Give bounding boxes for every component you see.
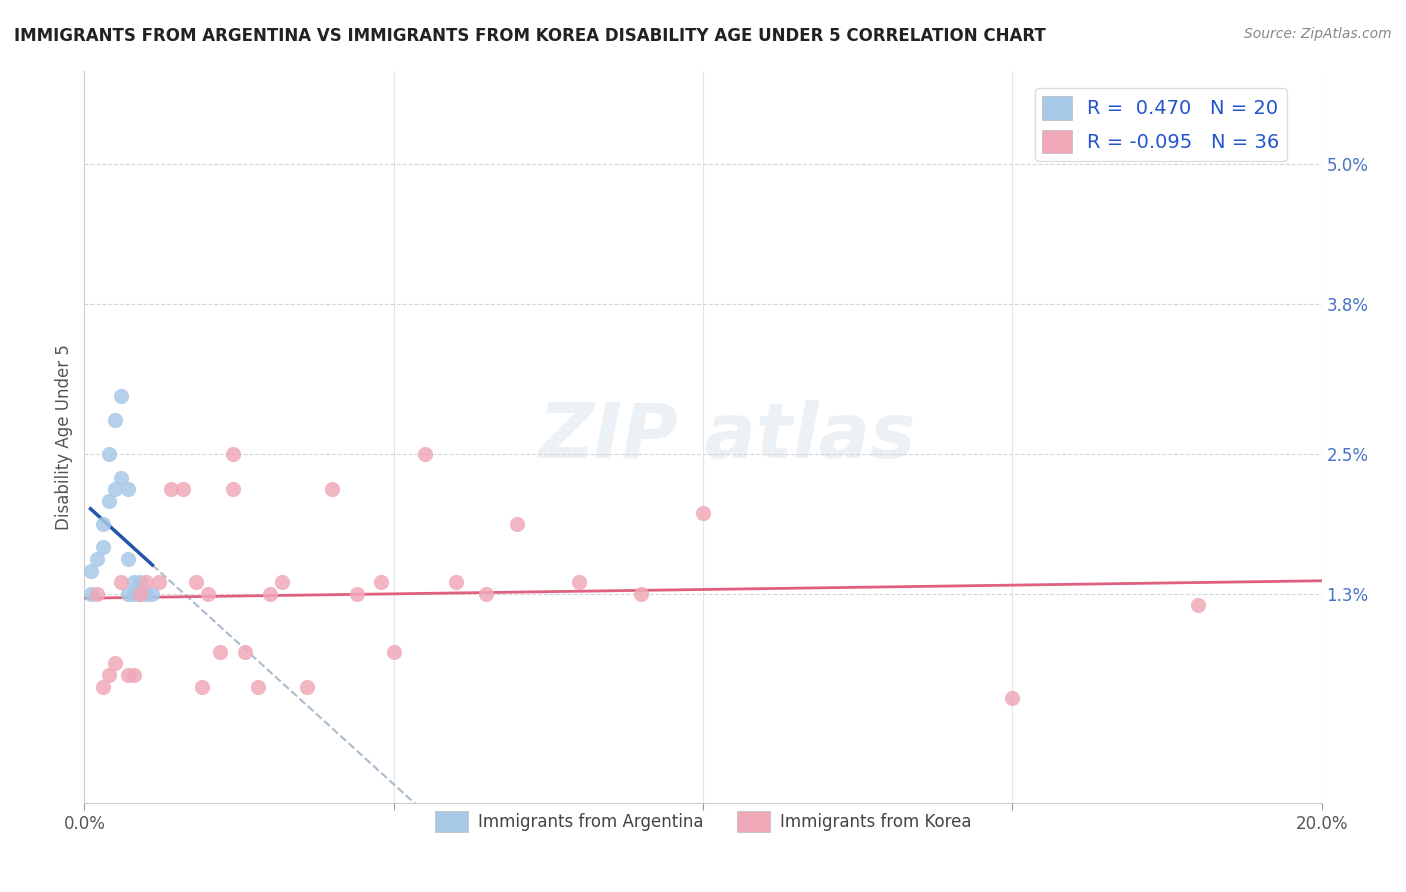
Point [104, 483, 127, 497]
Point [209, 645, 232, 659]
Point [122, 668, 145, 682]
Point [630, 587, 652, 601]
Point [141, 587, 163, 601]
Point [295, 680, 318, 694]
Point [568, 575, 591, 590]
Point [110, 471, 132, 485]
Point [79, 587, 101, 601]
Point [129, 587, 152, 601]
Point [370, 575, 392, 590]
Point [79, 564, 101, 578]
Point [135, 575, 157, 590]
Point [148, 575, 170, 590]
Point [91, 541, 114, 555]
Point [86, 587, 108, 601]
Text: ZIP atlas: ZIP atlas [538, 401, 917, 474]
Point [413, 448, 436, 462]
Point [197, 587, 219, 601]
Point [382, 645, 405, 659]
Point [117, 483, 139, 497]
Point [246, 680, 269, 694]
Point [222, 483, 245, 497]
Point [160, 483, 183, 497]
Point [135, 587, 157, 601]
Point [1001, 691, 1024, 706]
Point [233, 645, 256, 659]
Point [98, 448, 121, 462]
Point [91, 517, 114, 532]
Point [1187, 599, 1209, 613]
Point [271, 575, 294, 590]
Point [91, 680, 114, 694]
Point [129, 575, 152, 590]
Point [117, 552, 139, 566]
Point [321, 483, 343, 497]
Point [98, 668, 121, 682]
Point [122, 587, 145, 601]
Point [184, 575, 207, 590]
Legend: Immigrants from Argentina, Immigrants from Korea: Immigrants from Argentina, Immigrants fr… [427, 805, 979, 838]
Point [222, 448, 245, 462]
Point [172, 483, 194, 497]
Point [86, 552, 108, 566]
Point [110, 389, 132, 403]
Point [117, 668, 139, 682]
Point [117, 587, 139, 601]
Y-axis label: Disability Age Under 5: Disability Age Under 5 [55, 344, 73, 530]
Text: Source: ZipAtlas.com: Source: ZipAtlas.com [1244, 27, 1392, 41]
Point [475, 587, 498, 601]
Point [104, 412, 127, 426]
Point [122, 575, 145, 590]
Point [104, 657, 127, 671]
Point [98, 494, 121, 508]
Point [259, 587, 281, 601]
Point [129, 587, 152, 601]
Text: IMMIGRANTS FROM ARGENTINA VS IMMIGRANTS FROM KOREA DISABILITY AGE UNDER 5 CORREL: IMMIGRANTS FROM ARGENTINA VS IMMIGRANTS … [14, 27, 1046, 45]
Point [191, 680, 214, 694]
Point [346, 587, 368, 601]
Point [692, 506, 714, 520]
Point [444, 575, 467, 590]
Point [110, 575, 132, 590]
Point [506, 517, 529, 532]
